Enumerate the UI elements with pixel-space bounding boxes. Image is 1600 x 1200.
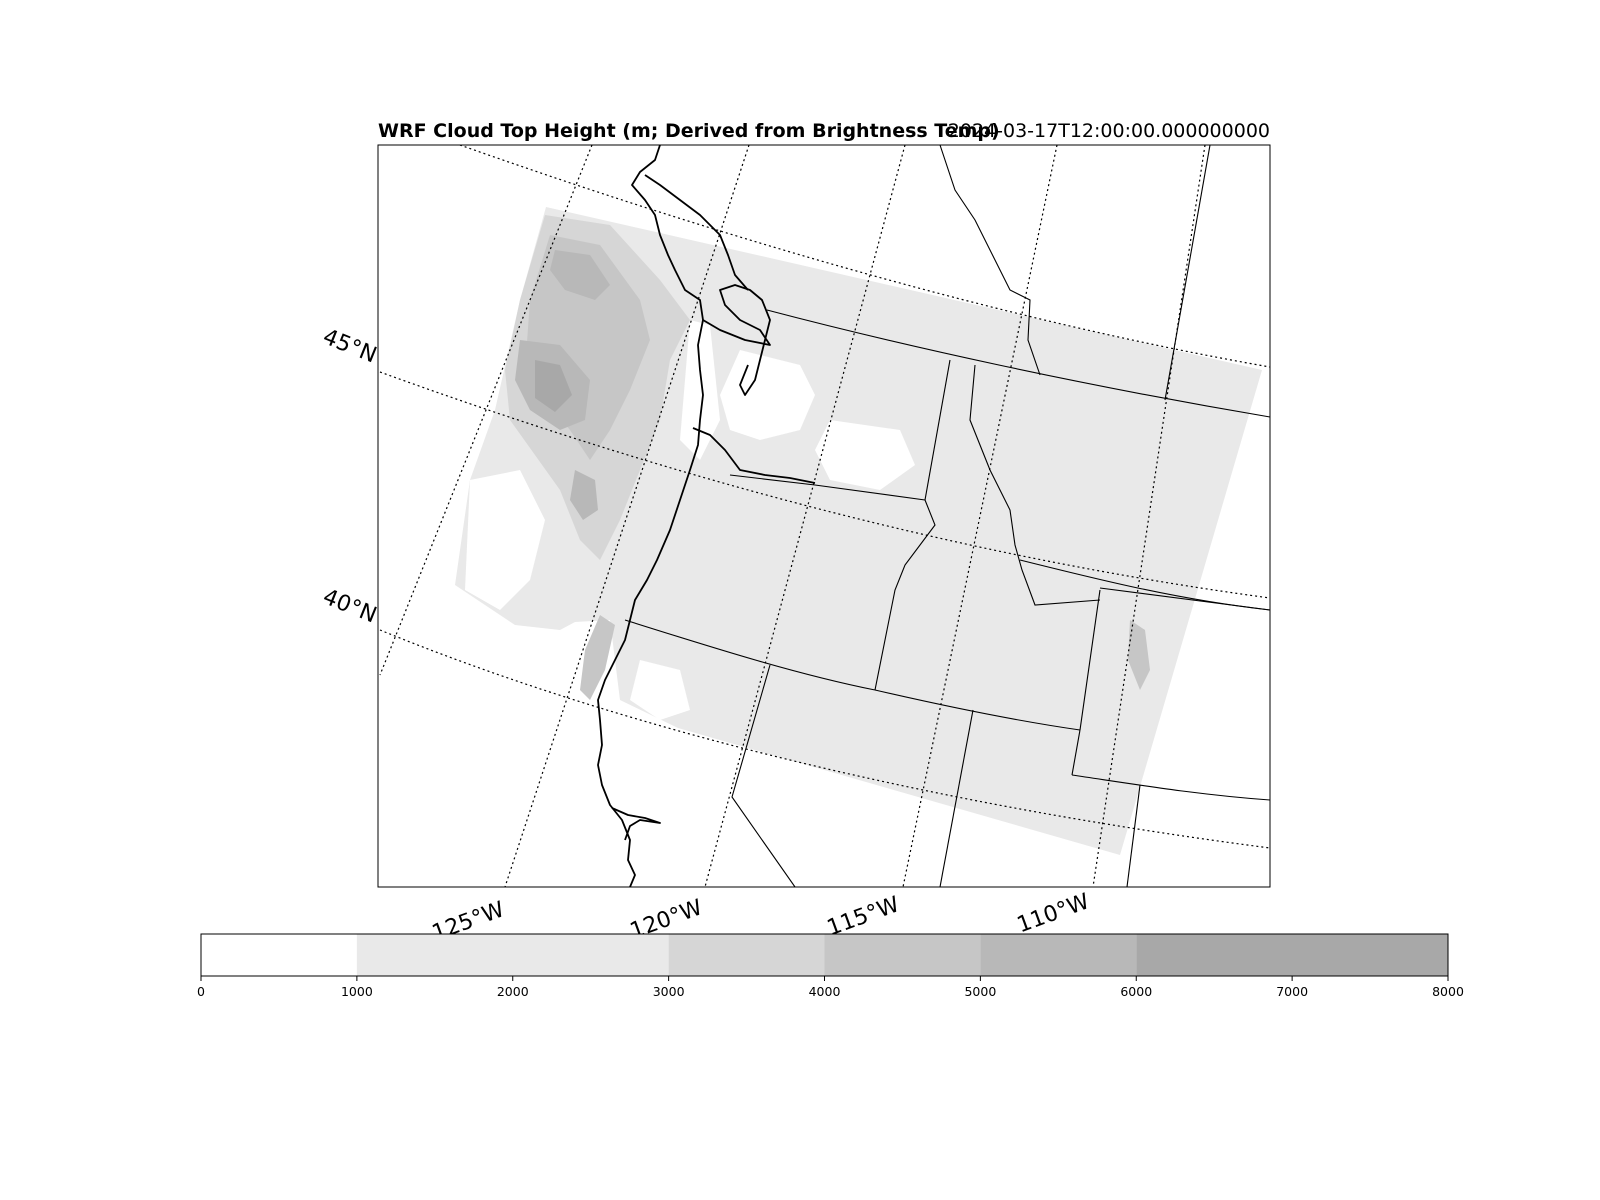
plot-title: WRF Cloud Top Height (m; Derived from Br…	[378, 120, 1000, 142]
border-co-west	[1126, 784, 1141, 887]
colorbar-segment	[201, 934, 357, 976]
colorbar-tick-label: 0	[197, 984, 205, 999]
puget-sound	[702, 284, 771, 396]
colorbar: 0 1000 2000 3000 4000 5000 6000 7000 8000	[197, 933, 1464, 999]
gridline-lon-125	[379, 145, 593, 676]
border-id-nv-ut	[874, 689, 1081, 731]
coastline	[597, 145, 704, 887]
map-panel	[377, 144, 1271, 888]
colorbar-segment	[980, 934, 1137, 976]
gridline-lon-120	[504, 145, 750, 887]
border-nv-ut	[939, 709, 974, 887]
lat-label-40: 40°N	[319, 585, 380, 629]
border-id-mt	[969, 364, 1101, 606]
gridline-lon-105	[1092, 145, 1206, 887]
border-wy-co	[1071, 774, 1270, 801]
border-mt-east	[1164, 145, 1211, 401]
columbia-river	[692, 427, 816, 484]
cloud-fill-level-3-east	[1128, 620, 1150, 690]
colorbar-segment	[1136, 934, 1448, 976]
strait-georgia	[644, 174, 749, 291]
clear-area-south	[630, 660, 690, 720]
colorbar-segment	[356, 934, 669, 976]
clear-area-basin	[815, 420, 915, 490]
colorbar-tick-label: 8000	[1432, 984, 1464, 999]
clear-area-ocean-west	[465, 470, 545, 610]
colorbar-tick-label: 3000	[653, 984, 685, 999]
border-wy-east	[1099, 587, 1270, 611]
clear-area-north	[720, 350, 815, 440]
gridline-lon-115	[704, 145, 906, 887]
border-or-ca-nv	[624, 619, 876, 691]
lon-label-110: 110°W	[1014, 889, 1093, 938]
border-or-id	[874, 499, 936, 691]
colorbar-segment	[824, 934, 981, 976]
border-ca-nv-diag	[731, 664, 796, 887]
cloud-fill-level-4-c	[570, 470, 598, 520]
sf-bay	[611, 807, 661, 841]
border-id-wy	[1079, 589, 1101, 731]
border-continental-divide	[939, 145, 1041, 376]
plot-time-title: 2024-03-17T12:00:00.000000000	[948, 120, 1270, 142]
border-ut-az	[1071, 729, 1081, 776]
cloud-fill-level-4-b	[550, 250, 610, 300]
cloud-fill-level-5	[535, 360, 572, 412]
colorbar-tick-label: 7000	[1276, 984, 1308, 999]
border-wa-or	[729, 474, 926, 501]
clear-area-coast-channel	[680, 320, 720, 460]
colorbar-tick-label: 2000	[497, 984, 529, 999]
gridline-lat-45	[379, 371, 1270, 599]
colorbar-tick-label: 4000	[809, 984, 841, 999]
colorbar-segment	[668, 934, 825, 976]
colorbar-tick-label: 1000	[341, 984, 373, 999]
border-wa-id	[924, 359, 951, 501]
colorbar-tick-label: 5000	[964, 984, 996, 999]
border-canada-us	[766, 309, 1270, 418]
cloud-fill-level-3-coast	[580, 615, 615, 700]
lat-label-45: 45°N	[319, 325, 380, 369]
gridline-lat-40	[379, 629, 1270, 849]
map-frame	[377, 144, 1271, 888]
colorbar-tick-label: 6000	[1120, 984, 1152, 999]
gridline-lon-110	[902, 145, 1058, 887]
